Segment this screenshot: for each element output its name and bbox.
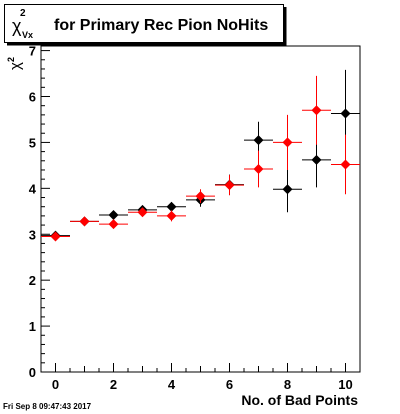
x-tick-labels: 0 2 4 6 8 10 xyxy=(52,377,353,392)
y-tick-label: 4 xyxy=(29,181,37,196)
data-point xyxy=(253,135,264,146)
data-series xyxy=(41,69,360,242)
title-box: χ 2 Vx for Primary Rec Pion NoHits xyxy=(4,4,287,46)
data-point xyxy=(311,154,322,165)
ylabel-symbol: χ xyxy=(7,62,24,70)
y-tick-label: 3 xyxy=(29,227,36,242)
x-tick-label: 0 xyxy=(52,377,59,392)
y-tick-label: 6 xyxy=(29,90,36,105)
data-point xyxy=(195,191,206,202)
data-point xyxy=(282,137,293,148)
x-tick-label: 4 xyxy=(168,377,176,392)
axes xyxy=(40,45,361,373)
plot-frame xyxy=(40,45,361,373)
data-point xyxy=(166,210,177,221)
title-symbol: χ xyxy=(12,16,22,36)
y-tick-labels: 0 1 2 3 4 5 6 7 xyxy=(29,44,37,380)
y-axis-title: χ 2 xyxy=(6,57,24,70)
x-tick-label: 8 xyxy=(284,377,291,392)
y-tick-label: 7 xyxy=(29,44,36,59)
data-point xyxy=(340,159,351,170)
x-tick-label: 6 xyxy=(226,377,233,392)
data-point xyxy=(224,180,235,191)
data-point xyxy=(137,207,148,218)
title-subscript: Vx xyxy=(22,30,33,40)
ylabel-superscript: 2 xyxy=(6,57,16,62)
data-point xyxy=(108,219,119,230)
y-tick-label: 2 xyxy=(29,273,36,288)
y-tick-label: 0 xyxy=(29,365,36,380)
data-point xyxy=(282,184,293,195)
y-tick-label: 1 xyxy=(29,319,36,334)
title-text: for Primary Rec Pion NoHits xyxy=(54,17,268,34)
data-point xyxy=(340,108,351,119)
x-tick-label: 2 xyxy=(110,377,117,392)
data-point xyxy=(311,105,322,116)
data-point xyxy=(50,231,61,242)
series-1 xyxy=(41,75,360,242)
data-point xyxy=(253,164,264,175)
x-tick-label: 10 xyxy=(338,377,352,392)
timestamp: Fri Sep 8 09:47:43 2017 xyxy=(3,402,92,411)
data-point xyxy=(79,216,90,227)
y-tick-label: 5 xyxy=(29,135,36,150)
data-point xyxy=(166,201,177,212)
data-point xyxy=(108,209,119,220)
x-axis-title: No. of Bad Points xyxy=(241,392,358,408)
title-superscript: 2 xyxy=(20,8,26,19)
